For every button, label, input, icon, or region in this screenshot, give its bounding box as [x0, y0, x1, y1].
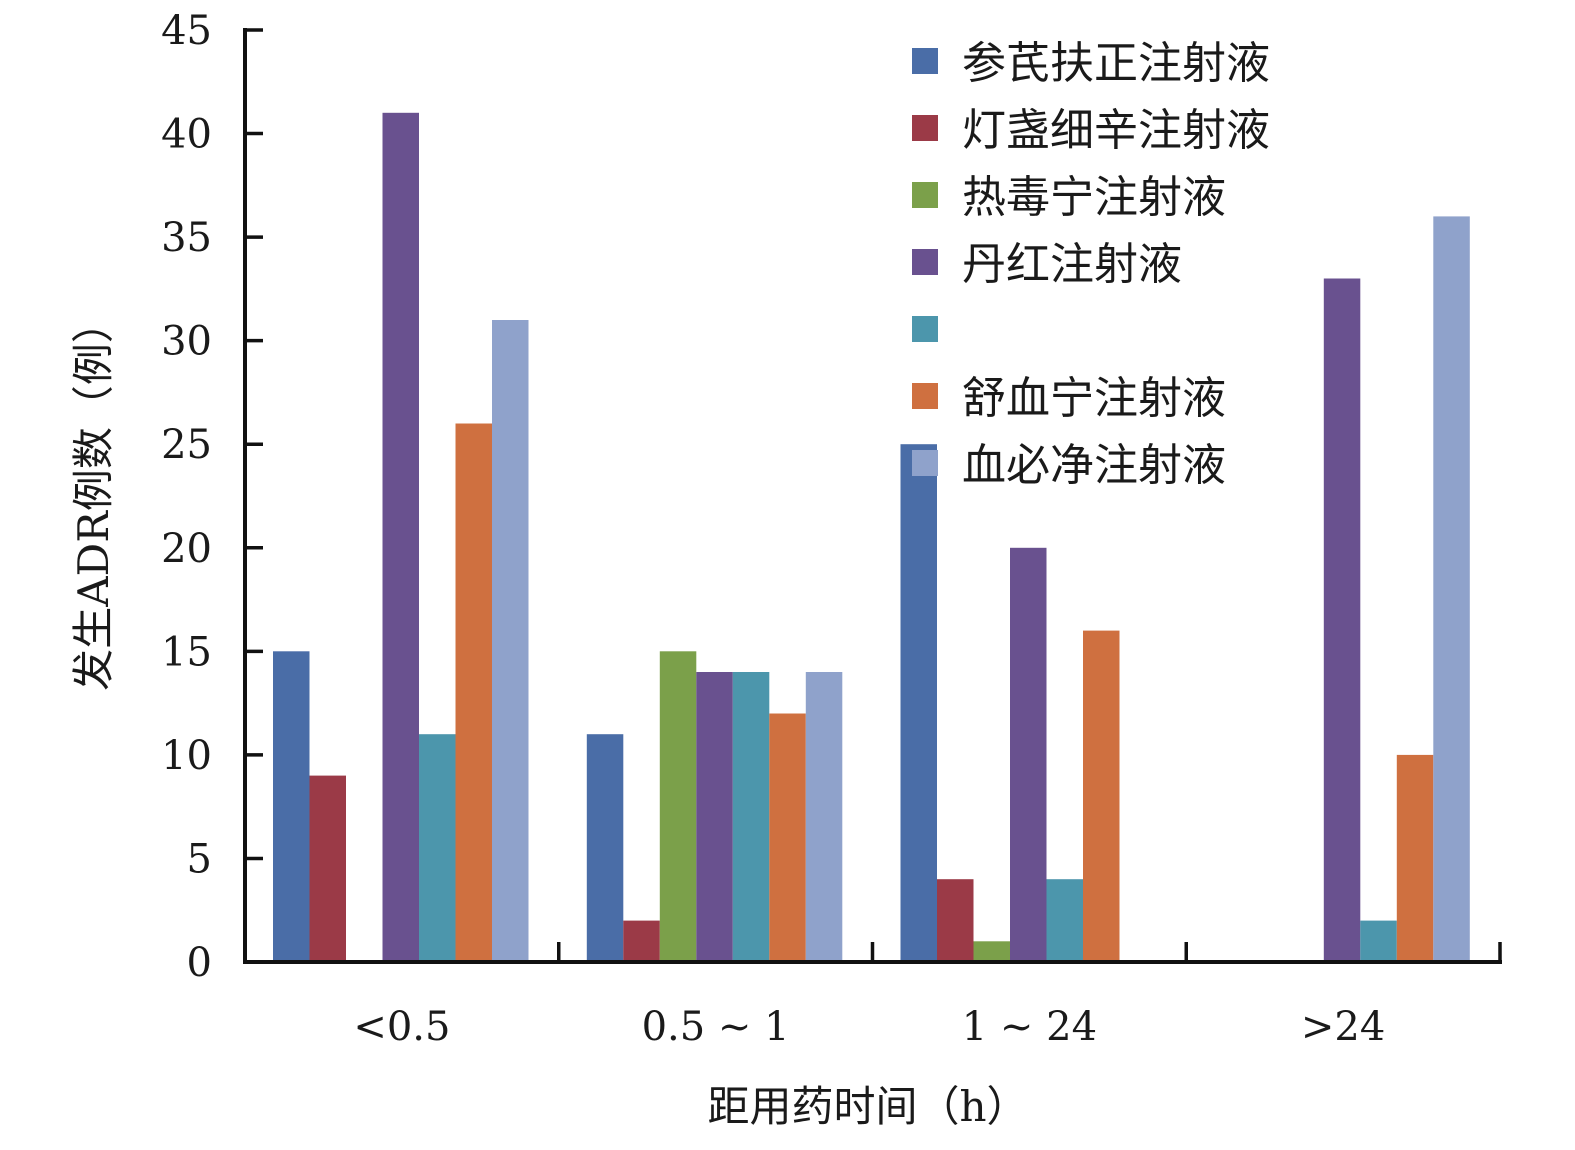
legend-item: 灯盏细辛注射液 — [912, 105, 1270, 156]
legend-swatch — [912, 182, 938, 208]
x-category-label: 1 ~ 24 — [962, 1004, 1097, 1050]
bar — [492, 320, 529, 962]
y-tick-label: 45 — [161, 8, 212, 54]
y-tick-label: 20 — [161, 526, 212, 572]
y-tick-label: 10 — [161, 733, 212, 779]
bar — [1433, 216, 1470, 962]
bar — [973, 941, 1010, 962]
bar — [696, 672, 733, 962]
bar — [659, 651, 697, 962]
y-tick-label: 40 — [161, 112, 212, 158]
x-category-label: >24 — [1301, 1004, 1385, 1050]
bar — [1083, 630, 1120, 962]
legend-label: 灯盏细辛注射液 — [962, 105, 1270, 156]
bar — [1323, 278, 1361, 962]
bar — [1046, 879, 1083, 962]
legend-label: 热毒宁注射液 — [962, 172, 1226, 223]
legend-label: 丹红注射液 — [962, 239, 1182, 290]
bar — [382, 112, 419, 963]
legend-item — [912, 316, 938, 342]
y-tick-label: 30 — [161, 319, 212, 365]
legend-item: 血必净注射液 — [912, 440, 1226, 491]
legend-label: 舒血宁注射液 — [962, 373, 1226, 424]
legend-item: 热毒宁注射液 — [912, 172, 1226, 223]
legend-item: 丹红注射液 — [912, 239, 1182, 290]
y-tick-label: 5 — [187, 836, 212, 882]
bar-group — [273, 112, 529, 963]
y-axis-title: 发生ADR例数（例） — [69, 301, 118, 691]
bar-group — [586, 651, 843, 962]
legend-label: 参芪扶正注射液 — [962, 38, 1270, 89]
bar — [455, 423, 492, 962]
bar — [1360, 920, 1397, 962]
legend-item: 舒血宁注射液 — [912, 373, 1226, 424]
bar — [419, 734, 456, 962]
bar — [1010, 547, 1047, 962]
bar — [273, 651, 310, 962]
legend-swatch — [912, 115, 938, 141]
legend-swatch — [912, 48, 938, 74]
bars-layer — [273, 112, 1470, 963]
y-tick-label: 15 — [161, 629, 212, 675]
bar — [1396, 754, 1434, 962]
bar — [623, 920, 660, 962]
bar — [900, 444, 937, 962]
y-tick-label: 35 — [161, 215, 212, 261]
bar-group — [1323, 216, 1470, 962]
legend-label: 血必净注射液 — [962, 440, 1226, 491]
legend-item: 参芪扶正注射液 — [912, 38, 1270, 89]
x-category-label: 0.5 ~ 1 — [642, 1004, 790, 1050]
axes-layer: 0 5 10 15 20 25 30 35 40 45 <0.5 0.5 ~ 1 1 ~ 24 >24 — [161, 8, 1502, 1050]
legend-swatch — [912, 383, 938, 409]
bar — [769, 713, 806, 962]
bar-group — [900, 444, 1120, 962]
legend-swatch — [912, 249, 938, 275]
legend-swatch — [912, 316, 938, 342]
bar — [586, 734, 624, 962]
x-category-label: <0.5 — [353, 1004, 450, 1050]
bar — [309, 775, 346, 962]
y-tick-label: 0 — [187, 940, 212, 986]
bar — [732, 672, 770, 962]
y-tick-label: 25 — [161, 422, 212, 468]
bar — [937, 879, 974, 962]
legend-swatch — [912, 450, 938, 476]
bar — [805, 672, 843, 962]
x-axis-title: 距用药时间（h） — [707, 1082, 1028, 1131]
